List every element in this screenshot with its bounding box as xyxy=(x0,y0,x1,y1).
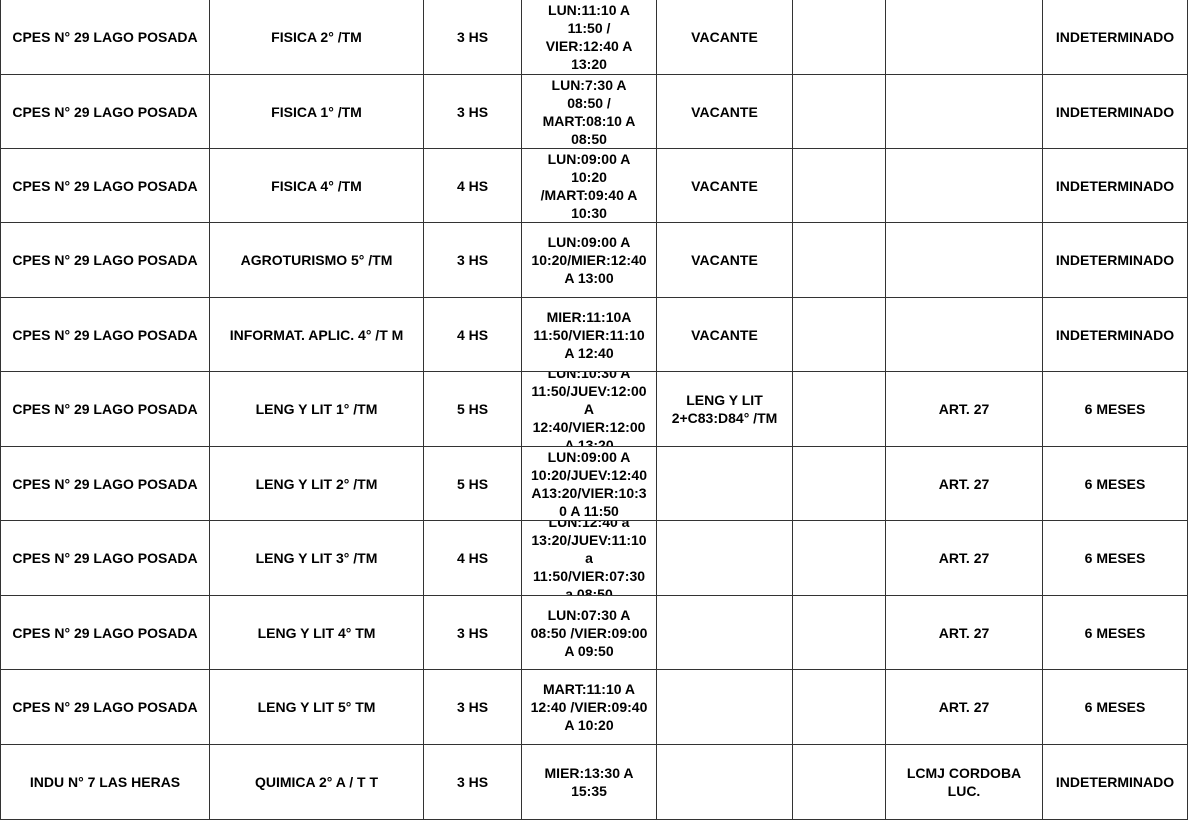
cell-col6 xyxy=(793,223,886,298)
cell-schedule: MIER:11:10A 11:50/VIER:11:10 A 12:40 xyxy=(522,298,657,372)
cell-col6 xyxy=(793,521,886,596)
cell-reason: LCMJ CORDOBA LUC. xyxy=(886,745,1043,820)
cell-school: CPES N° 29 LAGO POSADA xyxy=(0,0,210,75)
cell-subject: LENG Y LIT 4° TM xyxy=(210,596,424,670)
cell-duration: INDETERMINADO xyxy=(1043,223,1188,298)
cell-reason xyxy=(886,149,1043,223)
cell-subject: LENG Y LIT 3° /TM xyxy=(210,521,424,596)
cell-hours: 4 HS xyxy=(424,521,522,596)
cell-reason: ART. 27 xyxy=(886,521,1043,596)
cell-col6 xyxy=(793,596,886,670)
cell-col6 xyxy=(793,670,886,745)
cell-hours: 3 HS xyxy=(424,223,522,298)
cell-reason: ART. 27 xyxy=(886,670,1043,745)
cell-hours: 3 HS xyxy=(424,0,522,75)
cell-duration: 6 MESES xyxy=(1043,372,1188,447)
cell-schedule: LUN:09:00 A 10:20/JUEV:12:40 A13:20/VIER… xyxy=(522,447,657,521)
cell-status: VACANTE xyxy=(657,223,793,298)
cell-status xyxy=(657,447,793,521)
cell-school: CPES N° 29 LAGO POSADA xyxy=(0,447,210,521)
cell-reason xyxy=(886,298,1043,372)
cell-col6 xyxy=(793,149,886,223)
cell-subject: FISICA 1° /TM xyxy=(210,75,424,149)
cell-hours: 5 HS xyxy=(424,372,522,447)
cell-col6 xyxy=(793,0,886,75)
cell-duration: INDETERMINADO xyxy=(1043,298,1188,372)
cell-duration: 6 MESES xyxy=(1043,670,1188,745)
cell-hours: 4 HS xyxy=(424,298,522,372)
cell-schedule: LUN:11:10 A 11:50 / VIER:12:40 A 13:20 xyxy=(522,0,657,75)
cell-schedule: LUN:7:30 A 08:50 / MART:08:10 A 08:50 xyxy=(522,75,657,149)
cell-school: CPES N° 29 LAGO POSADA xyxy=(0,298,210,372)
cell-status: VACANTE xyxy=(657,298,793,372)
cell-schedule: LUN:12:40 a 13:20/JUEV:11:10 a 11:50/VIE… xyxy=(522,521,657,596)
cell-schedule: MIER:13:30 A 15:35 xyxy=(522,745,657,820)
cell-duration: INDETERMINADO xyxy=(1043,149,1188,223)
cell-subject: QUIMICA 2° A / T T xyxy=(210,745,424,820)
cell-schedule: LUN:09:00 A 10:20/MIER:12:40 A 13:00 xyxy=(522,223,657,298)
cell-status xyxy=(657,521,793,596)
cell-hours: 4 HS xyxy=(424,149,522,223)
cell-school: CPES N° 29 LAGO POSADA xyxy=(0,223,210,298)
cell-hours: 3 HS xyxy=(424,75,522,149)
cell-status: VACANTE xyxy=(657,0,793,75)
cell-reason xyxy=(886,0,1043,75)
cell-duration: 6 MESES xyxy=(1043,596,1188,670)
cell-col6 xyxy=(793,75,886,149)
cell-hours: 5 HS xyxy=(424,447,522,521)
cell-status xyxy=(657,670,793,745)
cell-hours: 3 HS xyxy=(424,596,522,670)
cell-subject: FISICA 4° /TM xyxy=(210,149,424,223)
cell-school: CPES N° 29 LAGO POSADA xyxy=(0,75,210,149)
cell-col6 xyxy=(793,745,886,820)
cell-schedule: LUN:07:30 A 08:50 /VIER:09:00 A 09:50 xyxy=(522,596,657,670)
cell-status xyxy=(657,745,793,820)
cell-school: CPES N° 29 LAGO POSADA xyxy=(0,670,210,745)
cell-schedule: LUN:10:30 A 11:50/JUEV:12:00 A 12:40/VIE… xyxy=(522,372,657,447)
cell-school: CPES N° 29 LAGO POSADA xyxy=(0,596,210,670)
cell-duration: INDETERMINADO xyxy=(1043,75,1188,149)
cell-school: CPES N° 29 LAGO POSADA xyxy=(0,372,210,447)
cell-reason xyxy=(886,223,1043,298)
cell-reason xyxy=(886,75,1043,149)
cell-status: VACANTE xyxy=(657,75,793,149)
cell-school: CPES N° 29 LAGO POSADA xyxy=(0,521,210,596)
cell-schedule: MART:11:10 A 12:40 /VIER:09:40 A 10:20 xyxy=(522,670,657,745)
cell-status: LENG Y LIT 2+C83:D84° /TM xyxy=(657,372,793,447)
cell-duration: 6 MESES xyxy=(1043,521,1188,596)
cell-col6 xyxy=(793,372,886,447)
cell-subject: FISICA 2° /TM xyxy=(210,0,424,75)
cell-reason: ART. 27 xyxy=(886,447,1043,521)
cell-subject: LENG Y LIT 1° /TM xyxy=(210,372,424,447)
cell-subject: AGROTURISMO 5° /TM xyxy=(210,223,424,298)
cell-reason: ART. 27 xyxy=(886,596,1043,670)
cell-hours: 3 HS xyxy=(424,745,522,820)
cell-hours: 3 HS xyxy=(424,670,522,745)
cell-status xyxy=(657,596,793,670)
cell-duration: 6 MESES xyxy=(1043,447,1188,521)
cell-duration: INDETERMINADO xyxy=(1043,745,1188,820)
cell-subject: INFORMAT. APLIC. 4° /T M xyxy=(210,298,424,372)
cell-school: CPES N° 29 LAGO POSADA xyxy=(0,149,210,223)
cell-reason: ART. 27 xyxy=(886,372,1043,447)
cell-col6 xyxy=(793,447,886,521)
cell-school: INDU N° 7 LAS HERAS xyxy=(0,745,210,820)
cell-status: VACANTE xyxy=(657,149,793,223)
cell-col6 xyxy=(793,298,886,372)
cell-subject: LENG Y LIT 5° TM xyxy=(210,670,424,745)
cell-subject: LENG Y LIT 2° /TM xyxy=(210,447,424,521)
cell-schedule: LUN:09:00 A 10:20 /MART:09:40 A 10:30 xyxy=(522,149,657,223)
cell-duration: INDETERMINADO xyxy=(1043,0,1188,75)
